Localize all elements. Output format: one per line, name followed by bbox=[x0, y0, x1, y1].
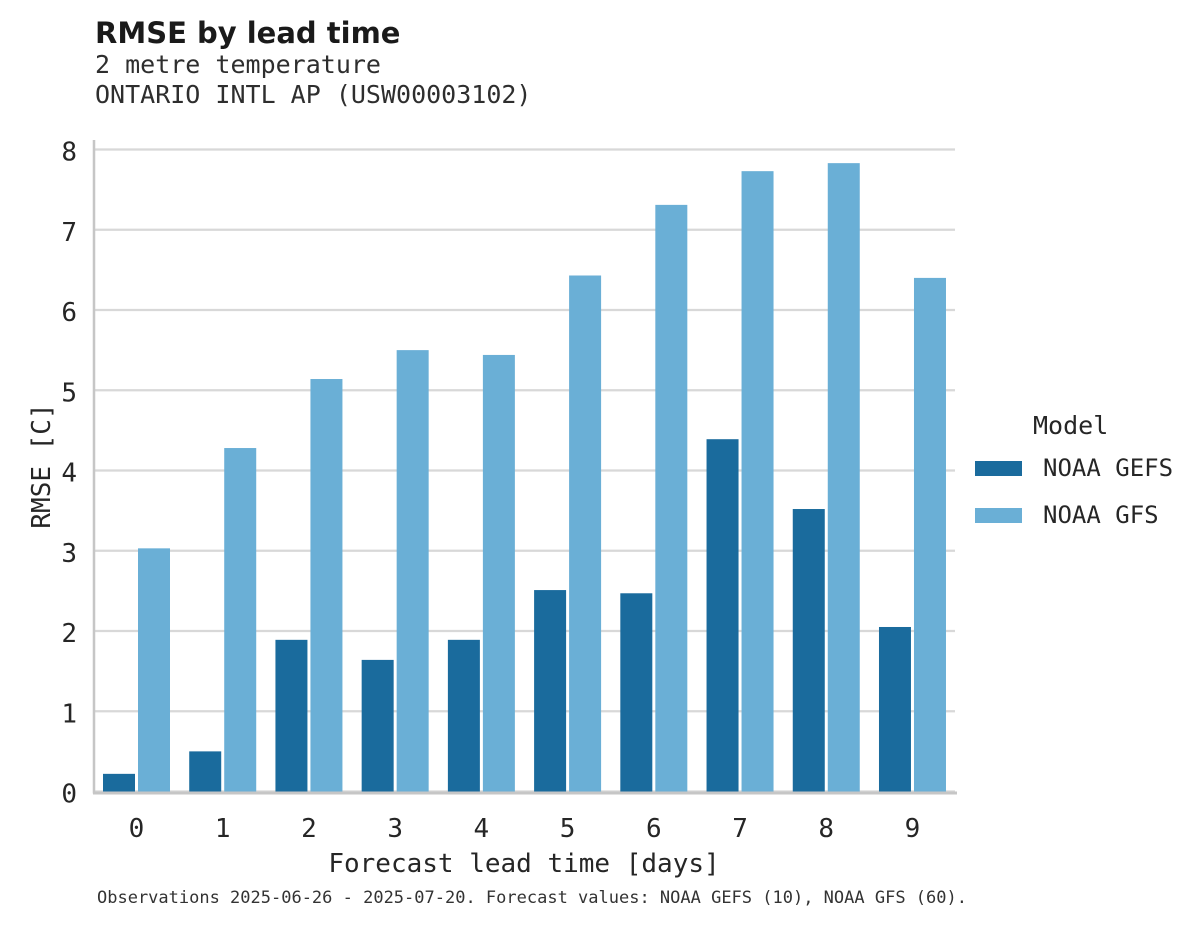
y-tick-label: 7 bbox=[61, 218, 77, 248]
bar-noaa-gfs-lead-4 bbox=[482, 354, 515, 792]
tick-labels: 0 1 2 3 4 5 6 7 8 0 1 2 3 4 5 6 7 8 9 bbox=[61, 138, 920, 845]
bar-noaa-gefs-lead-5 bbox=[534, 590, 567, 792]
chart-title: RMSE by lead time bbox=[95, 16, 401, 50]
y-tick-label: 3 bbox=[61, 539, 77, 569]
bar-noaa-gefs-lead-3 bbox=[361, 659, 394, 792]
bar-noaa-gfs-lead-1 bbox=[224, 448, 257, 792]
y-tick-label: 5 bbox=[61, 378, 77, 408]
legend-item-noaa-gefs: NOAA GEFS bbox=[975, 454, 1173, 482]
x-tick-label: 4 bbox=[474, 814, 490, 844]
bar-noaa-gfs-lead-0 bbox=[138, 548, 170, 792]
axes bbox=[92, 140, 957, 795]
x-tick-label: 3 bbox=[387, 814, 403, 844]
bar-noaa-gfs-lead-5 bbox=[569, 275, 602, 792]
bar-noaa-gfs-lead-8 bbox=[827, 163, 860, 792]
x-tick-label: 1 bbox=[215, 814, 231, 844]
y-tick-label: 1 bbox=[61, 699, 77, 729]
chart-subtitle-variable: 2 metre temperature bbox=[95, 50, 381, 79]
y-axis-title: RMSE [C] bbox=[27, 403, 57, 528]
y-tick-label: 8 bbox=[61, 138, 77, 168]
y-tick-label: 6 bbox=[61, 298, 77, 328]
chart-subtitle-station: ONTARIO INTL AP (USW00003102) bbox=[95, 80, 532, 109]
bar-noaa-gefs-lead-2 bbox=[275, 639, 308, 792]
caption: Observations 2025-06-26 - 2025-07-20. Fo… bbox=[97, 888, 967, 908]
x-tick-label: 5 bbox=[560, 814, 576, 844]
y-tick-label: 2 bbox=[61, 619, 77, 649]
bar-noaa-gfs-lead-3 bbox=[396, 350, 429, 792]
bar-noaa-gefs-lead-4 bbox=[447, 639, 480, 792]
x-tick-label: 6 bbox=[646, 814, 662, 844]
legend-label-noaa-gefs: NOAA GEFS bbox=[1043, 454, 1174, 482]
x-tick-label: 8 bbox=[818, 814, 834, 844]
legend: Model NOAA GEFS NOAA GFS bbox=[975, 411, 1173, 548]
bar-noaa-gefs-lead-7 bbox=[706, 439, 739, 792]
legend-item-noaa-gfs: NOAA GFS bbox=[975, 501, 1173, 529]
legend-swatch-noaa-gfs bbox=[975, 507, 1022, 523]
bar-noaa-gefs-lead-9 bbox=[878, 626, 911, 792]
x-axis-title: Forecast lead time [days] bbox=[328, 849, 719, 879]
bars bbox=[103, 163, 946, 792]
bar-noaa-gefs-lead-8 bbox=[792, 509, 825, 792]
legend-label-noaa-gfs: NOAA GFS bbox=[1043, 501, 1159, 529]
bar-noaa-gfs-lead-6 bbox=[655, 204, 688, 792]
x-tick-label: 9 bbox=[905, 814, 921, 844]
y-tick-label: 0 bbox=[61, 780, 77, 810]
bar-noaa-gfs-lead-7 bbox=[741, 171, 774, 792]
y-tick-label: 4 bbox=[61, 459, 77, 489]
x-tick-label: 2 bbox=[301, 814, 317, 844]
gridlines bbox=[94, 148, 955, 793]
x-tick-label: 7 bbox=[732, 814, 748, 844]
legend-swatch-noaa-gefs bbox=[975, 460, 1022, 476]
bar-noaa-gfs-lead-2 bbox=[310, 379, 343, 792]
bar-noaa-gfs-lead-9 bbox=[913, 277, 946, 792]
bar-noaa-gefs-lead-6 bbox=[620, 593, 653, 792]
bar-noaa-gefs-lead-0 bbox=[103, 773, 135, 792]
legend-title: Model bbox=[1033, 411, 1109, 440]
bar-noaa-gefs-lead-1 bbox=[189, 751, 222, 792]
x-tick-label: 0 bbox=[129, 814, 145, 844]
